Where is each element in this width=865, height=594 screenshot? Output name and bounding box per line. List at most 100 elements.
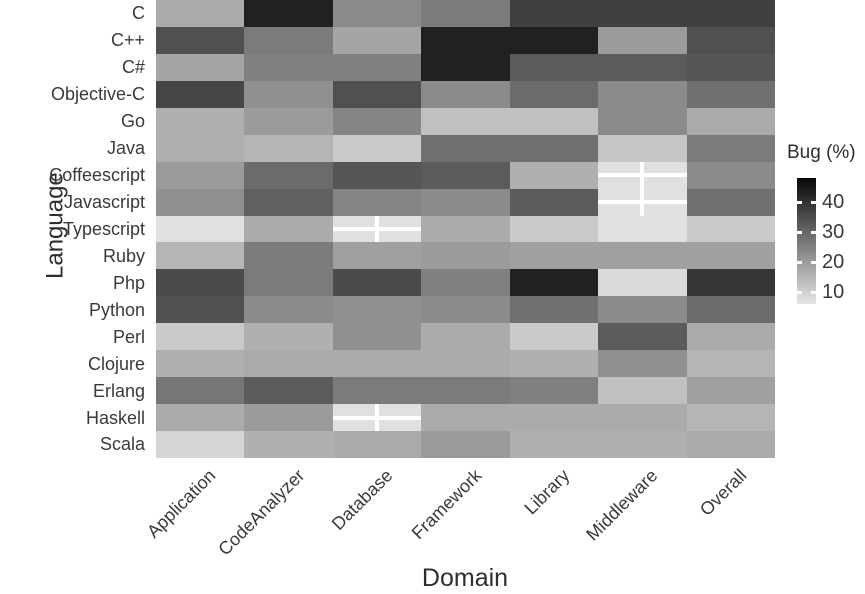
heatmap-cell-java-codeanalyzer xyxy=(244,134,333,162)
heatmap-cell-scala-middleware xyxy=(598,431,687,458)
heatmap-cell-ruby-overall xyxy=(686,242,775,270)
x-tick-label-framework: Framework xyxy=(407,465,485,544)
heatmap-cell-javascript-database xyxy=(332,188,422,216)
x-tick-label-middleware: Middleware xyxy=(582,465,662,545)
heatmap-cell-ruby-framework xyxy=(421,242,510,270)
legend-tick-mark xyxy=(811,260,816,264)
y-tick-label-objective-c: Objective-C xyxy=(50,84,145,105)
heatmap-cell-ruby-database xyxy=(332,242,422,270)
heatmap-cell-scala-framework xyxy=(421,431,510,458)
heatmap-cell-scala-codeanalyzer xyxy=(244,431,333,458)
heatmap-cell-go-overall xyxy=(686,107,775,135)
na-cross-marker-vertical xyxy=(640,188,645,216)
heatmap-cell-haskell-library xyxy=(509,404,599,432)
legend-tick-label-30: 30 xyxy=(822,221,845,243)
y-tick-label-haskell: Haskell xyxy=(85,407,145,428)
heatmap-cell-python-library xyxy=(509,296,599,324)
heatmap-cell-ruby-library xyxy=(509,242,599,270)
legend-tick-mark xyxy=(797,200,802,204)
heatmap-cell-haskell-application xyxy=(156,404,245,432)
heatmap-cell-c-codeanalyzer xyxy=(244,0,333,27)
heatmap-cell-go-library xyxy=(509,107,599,135)
heatmap-cell-coffeescript-application xyxy=(156,161,245,189)
heatmap-cell-javascript-middleware xyxy=(598,188,687,216)
heatmap-cell-c-overall xyxy=(686,53,775,81)
heatmap-cell-erlang-application xyxy=(156,377,245,405)
heatmap-cell-go-application xyxy=(156,107,245,135)
heatmap-cell-objective-c-library xyxy=(509,80,599,108)
heatmap-cell-go-codeanalyzer xyxy=(244,107,333,135)
x-tick-label-overall: Overall xyxy=(695,465,751,520)
heatmap-cell-coffeescript-codeanalyzer xyxy=(244,161,333,189)
y-tick-label-clojure: Clojure xyxy=(87,353,145,374)
heatmap-cell-java-overall xyxy=(686,134,775,162)
heatmap-cell-perl-framework xyxy=(421,323,510,351)
y-tick-label-c: C xyxy=(132,3,145,24)
heatmap-grid xyxy=(156,0,775,458)
heatmap-cell-python-application xyxy=(156,296,245,324)
y-tick-label-scala: Scala xyxy=(99,434,145,455)
heatmap-cell-c-framework xyxy=(421,0,510,27)
legend-tick-mark xyxy=(811,230,816,234)
heatmap-cell-ruby-application xyxy=(156,242,245,270)
heatmap-cell-scala-database xyxy=(332,431,422,458)
heatmap-cell-go-database xyxy=(332,107,422,135)
heatmap-cell-java-database xyxy=(332,134,422,162)
heatmap-cell-c-codeanalyzer xyxy=(244,26,333,54)
heatmap-cell-php-library xyxy=(509,269,599,297)
legend-title: Bug (%) xyxy=(787,142,856,163)
heatmap-cell-erlang-codeanalyzer xyxy=(244,377,333,405)
y-tick-label-perl: Perl xyxy=(112,326,145,347)
heatmap-cell-python-middleware xyxy=(598,296,687,324)
heatmap-cell-c-overall xyxy=(686,0,775,27)
heatmap-cell-haskell-database xyxy=(332,404,422,432)
heatmap-cell-java-framework xyxy=(421,134,510,162)
heatmap-cell-scala-overall xyxy=(686,431,775,458)
heatmap-cell-c-database xyxy=(332,53,422,81)
heatmap-cell-objective-c-overall xyxy=(686,80,775,108)
heatmap-cell-javascript-codeanalyzer xyxy=(244,188,333,216)
legend-tick-mark xyxy=(811,200,816,204)
heatmap-cell-perl-middleware xyxy=(598,323,687,351)
heatmap-cell-erlang-framework xyxy=(421,377,510,405)
heatmap-cell-coffeescript-middleware xyxy=(598,161,687,189)
heatmap-cell-coffeescript-database xyxy=(332,161,422,189)
heatmap-cell-typescript-application xyxy=(156,215,245,243)
legend-tick-mark xyxy=(797,260,802,264)
heatmap-cell-c-application xyxy=(156,0,245,27)
x-tick-label-database: Database xyxy=(327,465,397,534)
heatmap-cell-typescript-middleware xyxy=(598,215,687,243)
heatmap-cell-objective-c-framework xyxy=(421,80,510,108)
y-tick-label-python: Python xyxy=(88,299,145,320)
y-tick-label-ruby: Ruby xyxy=(102,245,145,266)
heatmap-cell-c-middleware xyxy=(598,0,687,27)
heatmap-cell-typescript-framework xyxy=(421,215,510,243)
heatmap-cell-go-middleware xyxy=(598,107,687,135)
heatmap-cell-perl-codeanalyzer xyxy=(244,323,333,351)
y-tick-label-php: Php xyxy=(112,272,145,293)
na-cross-marker-vertical xyxy=(375,404,380,432)
heatmap-cell-c-application xyxy=(156,26,245,54)
heatmap-cell-php-application xyxy=(156,269,245,297)
x-tick-label-application: Application xyxy=(143,465,220,542)
heatmap-cell-c-library xyxy=(509,26,599,54)
heatmap-cell-java-middleware xyxy=(598,134,687,162)
legend-colorbar xyxy=(797,178,816,304)
y-tick-label-java: Java xyxy=(106,138,145,159)
heatmap-cell-c-middleware xyxy=(598,26,687,54)
y-tick-label-c-: C++ xyxy=(110,30,145,51)
heatmap-cell-erlang-database xyxy=(332,377,422,405)
heatmap-cell-clojure-overall xyxy=(686,350,775,378)
heatmap-cell-clojure-middleware xyxy=(598,350,687,378)
heatmap-cell-objective-c-codeanalyzer xyxy=(244,80,333,108)
heatmap-cell-typescript-overall xyxy=(686,215,775,243)
heatmap-cell-objective-c-middleware xyxy=(598,80,687,108)
heatmap-cell-c-framework xyxy=(421,26,510,54)
heatmap-cell-typescript-codeanalyzer xyxy=(244,215,333,243)
heatmap-cell-javascript-overall xyxy=(686,188,775,216)
y-tick-label-typescript: Typescript xyxy=(62,218,145,239)
heatmap-cell-c-overall xyxy=(686,26,775,54)
heatmap-cell-c-library xyxy=(509,0,599,27)
heatmap-cell-java-library xyxy=(509,134,599,162)
heatmap-cell-erlang-overall xyxy=(686,377,775,405)
